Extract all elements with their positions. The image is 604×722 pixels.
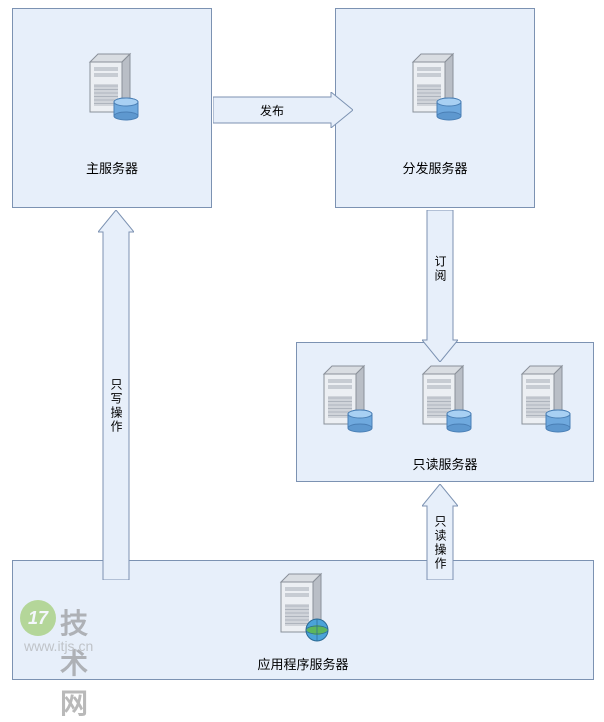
node-label-dist: 分发服务器: [335, 158, 535, 177]
edge-label-publish: 发布: [213, 102, 331, 119]
edge-label-writeop: 只写操作: [108, 378, 125, 434]
edge-label-subscribe: 订阅: [432, 255, 449, 283]
node-label-master: 主服务器: [12, 158, 212, 177]
node-label-app: 应用程序服务器: [12, 654, 594, 673]
edge-label-readop: 只读操作: [432, 515, 449, 571]
node-label-readonly: 只读服务器: [296, 454, 594, 473]
